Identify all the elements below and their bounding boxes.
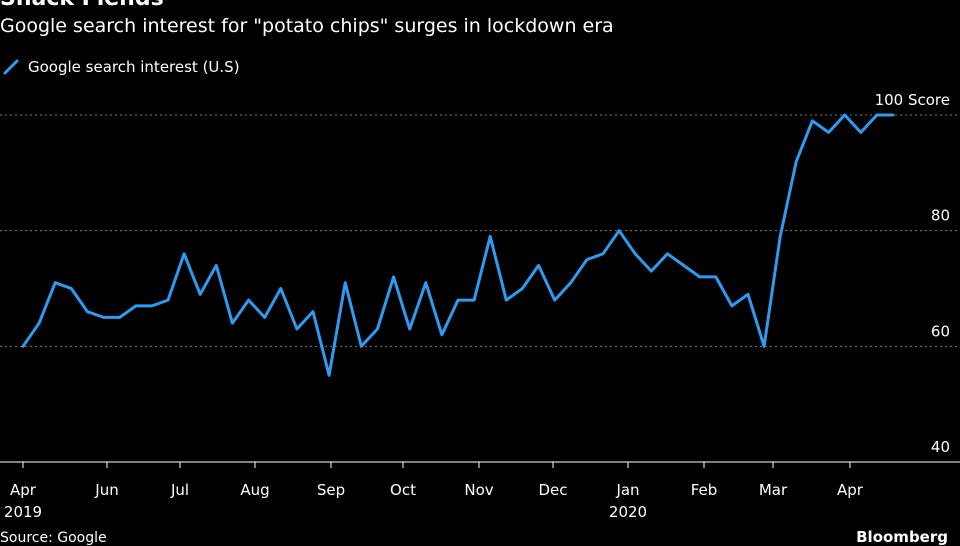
data-point-42	[698, 275, 701, 279]
x-tick-label-10: Mar	[759, 481, 788, 499]
x-tick-label-5: Oct	[390, 481, 416, 499]
data-point-25	[424, 281, 427, 284]
data-point-33	[553, 298, 556, 302]
grid-layer	[0, 114, 960, 347]
x-year-label-2020: 2020	[609, 503, 647, 521]
data-point-1	[37, 322, 41, 325]
x-tick-label-11: Apr	[837, 481, 864, 499]
data-point-13	[231, 322, 234, 325]
data-point-9	[166, 298, 170, 302]
data-point-32	[537, 264, 540, 267]
source-note: Source: Google	[0, 530, 107, 546]
data-point-28	[472, 298, 476, 302]
data-point-10	[182, 252, 186, 255]
data-point-11	[199, 293, 202, 296]
data-point-19	[327, 374, 331, 377]
data-point-41	[682, 264, 685, 267]
legend-label: Google search interest (U.S)	[28, 58, 240, 76]
data-point-18	[311, 310, 315, 313]
data-point-47	[779, 235, 782, 238]
data-point-37	[617, 229, 621, 232]
data-point-46	[762, 345, 766, 348]
x-tick-label-0: Apr	[10, 481, 37, 499]
x-tick-label-3: Aug	[240, 481, 269, 499]
data-point-45	[746, 293, 750, 296]
chart-subtitle: Google search interest for "potato chips…	[0, 15, 614, 37]
data-point-23	[392, 275, 395, 279]
data-point-27	[456, 298, 460, 302]
series-line	[21, 113, 895, 377]
data-point-38	[634, 252, 637, 255]
x-tick-label-1: Jun	[94, 481, 118, 499]
data-point-49	[811, 119, 814, 123]
data-point-20	[344, 281, 347, 284]
data-point-51	[843, 113, 846, 117]
data-point-6	[118, 316, 121, 319]
data-point-35	[585, 258, 589, 261]
tick-labels: 40 60 80 100 Score Apr Jun Jul Aug Sep Oct Nov Dec J…	[4, 91, 950, 521]
data-point-30	[505, 298, 508, 302]
data-point-44	[730, 304, 734, 308]
x-tick-label-7: Dec	[538, 481, 567, 499]
data-point-7	[134, 304, 137, 308]
data-point-26	[440, 333, 444, 336]
data-point-14	[247, 298, 250, 302]
data-point-24	[408, 327, 411, 331]
data-point-17	[295, 327, 299, 331]
data-point-36	[601, 252, 605, 255]
data-point-8	[150, 304, 154, 308]
data-point-3	[70, 287, 73, 290]
data-point-52	[859, 131, 862, 134]
data-point-21	[360, 345, 363, 348]
data-point-39	[650, 269, 653, 273]
brand-logo: Bloomberg	[856, 528, 948, 546]
x-tick-label-6: Nov	[464, 481, 493, 499]
legend-line-icon	[3, 59, 19, 75]
data-point-12	[215, 264, 218, 267]
y-tick-label-80: 80	[931, 207, 950, 225]
x-year-label-2019: 2019	[4, 503, 42, 521]
data-point-50	[827, 131, 830, 134]
data-point-2	[54, 281, 57, 284]
data-point-48	[795, 160, 798, 163]
data-point-43	[714, 275, 717, 279]
x-tick-label-2: Jul	[170, 481, 189, 499]
data-point-0	[21, 345, 25, 348]
x-tick-label-9: Feb	[691, 481, 718, 499]
series-layer	[21, 113, 895, 377]
data-point-15	[263, 316, 266, 319]
legend: Google search interest (U.S)	[2, 58, 240, 76]
y-tick-label-60: 60	[931, 322, 950, 340]
data-point-34	[569, 281, 572, 284]
data-point-5	[102, 316, 105, 319]
data-point-31	[521, 287, 524, 290]
x-tick-label-8: Jan	[615, 481, 639, 499]
data-point-16	[279, 287, 282, 290]
data-point-40	[666, 252, 669, 255]
data-point-29	[489, 235, 492, 238]
data-point-4	[86, 310, 89, 313]
y-tick-label-40: 40	[931, 438, 950, 456]
data-point-22	[376, 327, 379, 331]
y-tick-label-100: 100 Score	[875, 91, 950, 109]
x-tick-label-4: Sep	[317, 481, 345, 499]
chart-title: Snack Fiends	[0, 0, 164, 11]
x-axis	[0, 461, 960, 468]
data-point-54	[891, 113, 895, 117]
data-point-53	[875, 113, 879, 117]
